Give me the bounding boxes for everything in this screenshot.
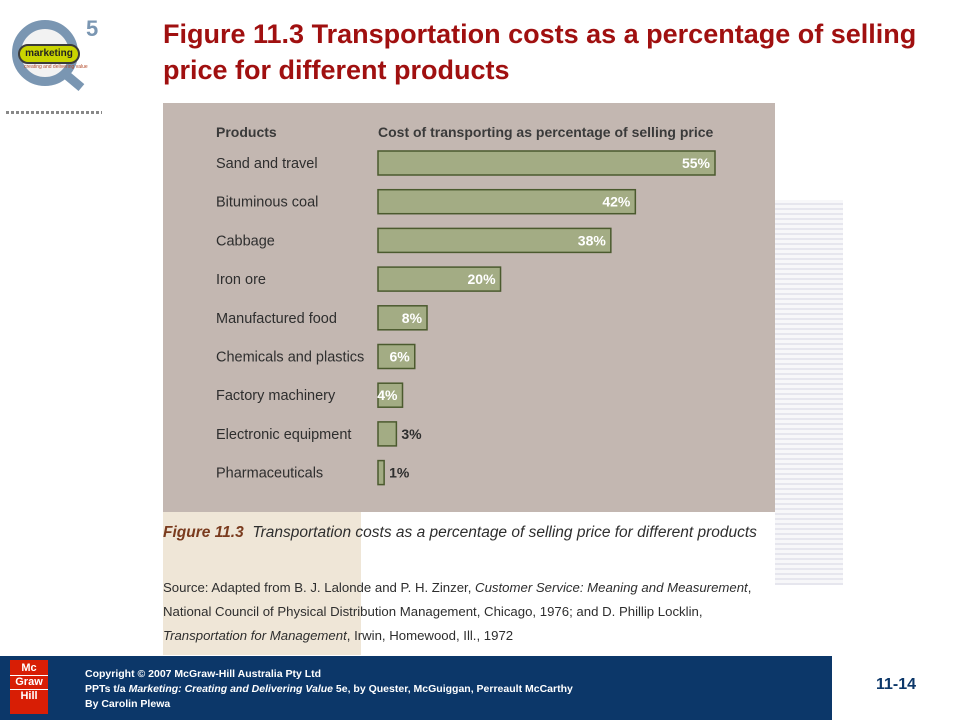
category-label-bituminous-coal: Bituminous coal [216,195,318,211]
footer-bar [0,656,960,720]
ppt-credit-line: PPTs t/a Marketing: Creating and Deliver… [85,682,785,697]
publisher-logo-line-1: Mc [10,662,48,676]
figure-source: Source: Adapted from B. J. Lalonde and P… [163,576,775,648]
bar-pharmaceuticals [377,459,385,486]
bar-bituminous-coal [377,188,637,215]
logo-tagline-decoration [6,111,102,114]
caption-figure-label: Figure 11.3 [163,524,244,541]
value-label-iron-ore: 20% [468,271,497,287]
copyright-line: Copyright © 2007 McGraw-Hill Australia P… [85,668,322,680]
source-prefix: Source: Adapted from B. J. Lalonde and P… [163,580,476,595]
mcgraw-hill-logo: Mc Graw Hill [10,660,48,714]
bar-sand-and-travel [377,150,716,176]
chart-area: Products Cost of transporting as percenta… [163,103,775,512]
logo-brand-text: marketing [18,44,80,64]
source-book-1: Customer Service: Meaning and Measuremen… [475,580,748,595]
value-label-cabbage: 38% [578,232,607,248]
bar-manufactured-food [377,305,428,331]
publisher-logo-line-3: Hill [20,690,38,702]
marketing-logo: 5 marketing creating and delivering valu… [4,6,114,121]
column-header-cost: Cost of transporting as percentage of se… [378,124,713,140]
q-logo-tail [61,69,85,92]
category-label-chemicals-and-plastics: Chemicals and plastics [216,350,364,366]
category-label-cabbage: Cabbage [216,233,275,249]
publisher-logo-line-2: Graw [10,676,48,690]
bar-chemicals-and-plastics [377,343,416,370]
value-label-pharmaceuticals: 1% [389,465,410,481]
ppt-prefix: PPTs t/a [85,683,129,695]
category-label-factory-machinery: Factory machinery [216,388,336,404]
category-label-pharmaceuticals: Pharmaceuticals [216,466,323,482]
value-label-bituminous-coal: 42% [602,194,631,210]
figure-panel: Products Cost of transporting as percenta… [163,103,775,655]
copyright-text: Copyright © 2007 McGraw-Hill Australia P… [85,667,785,712]
value-label-sand-and-travel: 55% [682,155,711,171]
bar-chart: Products Cost of transporting as percenta… [216,124,716,486]
book-title: Marketing: Creating and Delivering Value [128,683,333,695]
value-label-chemicals-and-plastics: 6% [390,349,411,365]
bar-electronic-equipment [377,421,398,447]
category-label-electronic-equipment: Electronic equipment [216,427,351,443]
ppt-suffix: 5e, by Quester, McGuiggan, Perreault McC… [333,683,573,695]
logo-subtitle: creating and delivering value [24,64,88,70]
bar-cabbage [377,227,612,254]
category-label-manufactured-food: Manufactured food [216,311,337,327]
caption-title: Transportation costs as a percentage of … [252,524,757,541]
author-line: By Carolin Plewa [85,698,171,710]
bar-factory-machinery [377,382,404,408]
slide-number: 11-14 [875,676,917,693]
slide-title: Figure 11.3 Transportation costs as a pe… [163,19,917,85]
decorative-strip [775,200,843,585]
slide-number-box [832,656,960,720]
value-label-factory-machinery: 4% [377,387,398,403]
bar-iron-ore [377,266,502,292]
value-label-electronic-equipment: 3% [401,426,422,442]
category-label-iron-ore: Iron ore [216,272,266,288]
caption-area: Figure 11.3 Transportation costs as a pe… [163,512,775,655]
value-label-manufactured-food: 8% [402,310,423,326]
source-book-2: Transportation for Management [163,628,347,643]
category-label-sand-and-travel: Sand and travel [216,156,318,172]
source-middle: , National Council of Physical Distribut… [163,580,752,619]
edition-number: 5 [86,16,99,41]
source-end: , Irwin, Homewood, Ill., 1972 [346,628,514,643]
caption-highlight [163,512,361,655]
column-header-products: Products [216,124,277,140]
figure-caption: Figure 11.3 Transportation costs as a pe… [163,520,763,545]
